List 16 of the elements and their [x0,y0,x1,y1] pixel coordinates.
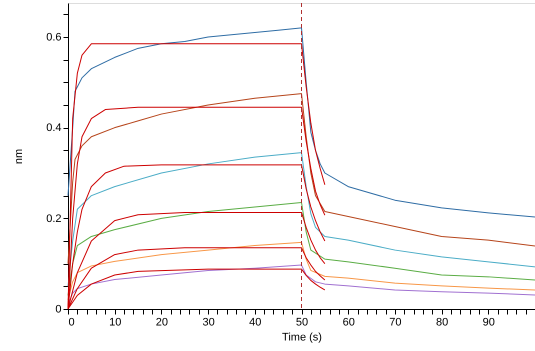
y-axis-title: nm [13,148,26,164]
x-tick-label: 80 [436,316,448,328]
y-tick-label: 0.4 [46,122,62,134]
x-tick-label: 50 [296,316,308,328]
x-tick-label: 20 [156,316,168,328]
x-tick-label: 30 [202,316,215,328]
x-tick-label: 40 [249,316,262,328]
x-tick-label: 60 [342,316,355,328]
y-tick-label: 0 [55,304,62,316]
x-tick-label: 70 [389,316,402,328]
y-tick-label: 0.2 [46,212,62,225]
x-tick-label: 90 [482,316,495,328]
y-tick-label: 0.6 [46,32,62,44]
x-tick-label: 0 [68,316,75,328]
x-axis-title: Time (s) [282,332,322,344]
x-tick-label: 10 [109,316,122,328]
